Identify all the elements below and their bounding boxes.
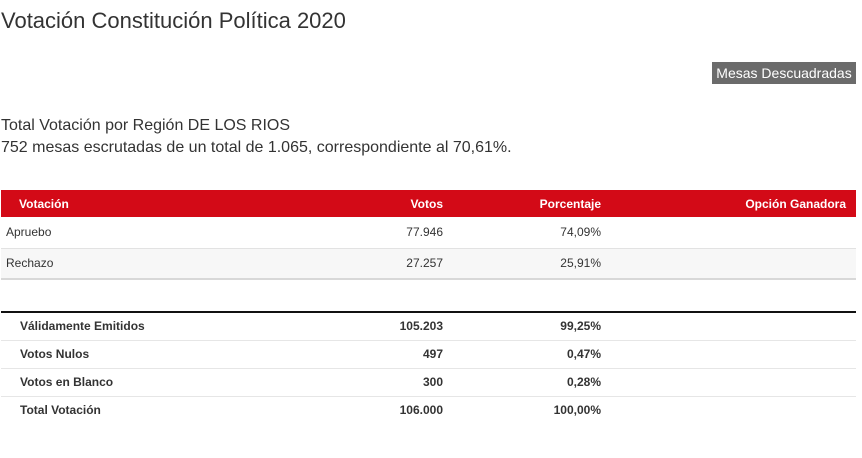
totals-percentage: 0,28% [566, 375, 601, 389]
totals-votes: 106.000 [399, 403, 443, 418]
totals-row: Válidamente Emitidos 105.203 99,25% [1, 312, 856, 340]
option-winner [611, 248, 856, 279]
totals-empty-cell [611, 396, 856, 424]
option-votes: 77.946 [406, 225, 443, 240]
option-percentage: 74,09% [560, 225, 601, 240]
totals-votes: 105.203 [399, 319, 443, 334]
totals-empty-cell [611, 312, 856, 340]
option-votes: 27.257 [406, 256, 443, 271]
totals-empty-cell [611, 340, 856, 368]
mesas-descuadradas-button[interactable]: Mesas Descuadradas [712, 62, 856, 84]
totals-row: Votos Nulos 497 0,47% [1, 340, 856, 368]
totals-empty-cell [611, 368, 856, 396]
results-table: Votación Votos Porcentaje Opción Ganador… [1, 190, 856, 280]
totals-table: Válidamente Emitidos 105.203 99,25% Voto… [1, 311, 856, 424]
totals-percentage: 100,00% [553, 403, 601, 418]
option-percentage: 25,91% [560, 256, 601, 271]
region-title: Total Votación por Región DE LOS RIOS [1, 117, 291, 134]
option-name: Rechazo [6, 256, 54, 271]
totals-row: Total Votación 106.000 100,00% [1, 396, 856, 424]
region-summary: Total Votación por Región DE LOS RIOS 75… [1, 115, 512, 159]
mesas-escrutadas-text: 752 mesas escrutadas de un total de 1.06… [1, 139, 512, 156]
totals-row: Votos en Blanco 300 0,28% [1, 368, 856, 396]
column-header-votos: Votos [410, 196, 443, 211]
totals-percentage: 0,47% [566, 347, 601, 361]
column-header-votacion: Votación [19, 196, 69, 211]
totals-votes: 300 [422, 375, 443, 389]
table-row: Apruebo 77.946 74,09% [1, 217, 856, 248]
results-header-row: Votación Votos Porcentaje Opción Ganador… [1, 190, 856, 217]
table-row: Rechazo 27.257 25,91% [1, 248, 856, 279]
column-header-porcentaje: Porcentaje [539, 196, 601, 211]
totals-label: Total Votación [20, 403, 101, 418]
option-winner [611, 217, 856, 248]
column-header-opcion-ganadora: Opción Ganadora [745, 196, 846, 211]
option-name: Apruebo [6, 225, 52, 240]
totals-votes: 497 [422, 347, 443, 361]
totals-percentage: 99,25% [560, 319, 601, 334]
page-title: Votación Constitución Política 2020 [1, 8, 346, 33]
totals-label: Válidamente Emitidos [20, 319, 145, 334]
totals-label: Votos Nulos [20, 347, 90, 361]
totals-label: Votos en Blanco [20, 375, 114, 389]
